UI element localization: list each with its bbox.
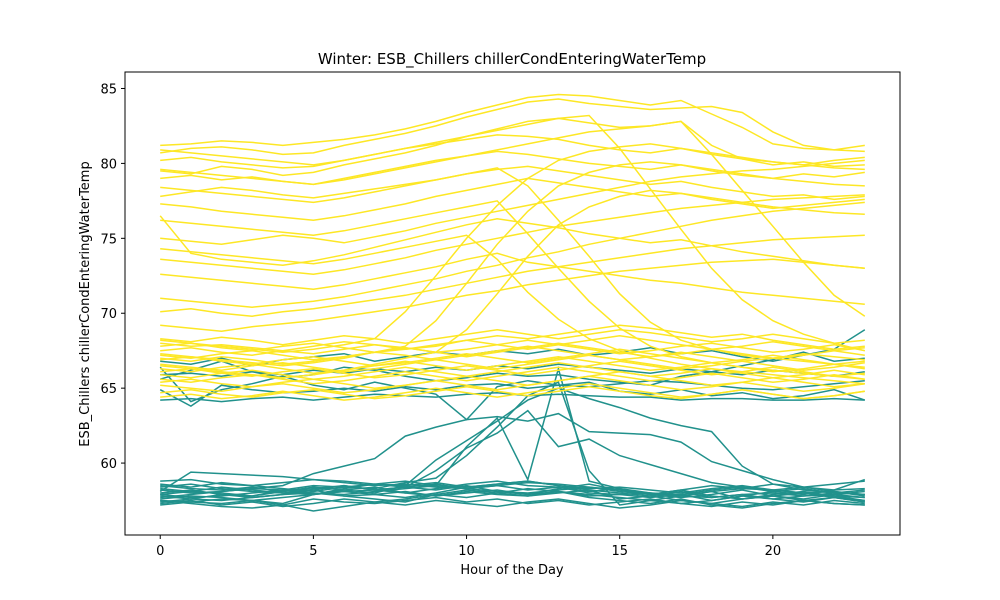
chart-title: Winter: ESB_Chillers chillerCondEntering…	[318, 50, 706, 69]
series-line-28	[160, 134, 865, 169]
series-line-11	[160, 387, 865, 497]
series-line-17	[160, 498, 865, 509]
series-line-25	[160, 93, 865, 151]
series-line-12	[160, 412, 865, 499]
y-tick-label: 80	[100, 157, 117, 172]
series-line-32	[159, 215, 865, 270]
plot-area-frame	[124, 71, 901, 536]
series-line-57	[160, 370, 865, 389]
series-line-58	[160, 342, 865, 361]
series-line-51	[160, 360, 865, 379]
y-tick-label: 85	[100, 82, 117, 97]
series-line-40	[160, 114, 865, 352]
x-tick-label: 5	[309, 544, 317, 559]
series-line-41	[160, 167, 865, 368]
series-line-52	[160, 366, 865, 385]
series-line-35	[160, 252, 865, 305]
y-tick-label: 70	[100, 307, 117, 322]
series-line-46	[160, 189, 865, 379]
series-line-45	[160, 161, 865, 367]
series-line-9	[160, 487, 865, 505]
y-tick-label: 65	[100, 382, 117, 397]
series-line-3	[160, 496, 865, 508]
y-tick-label: 75	[100, 232, 117, 247]
x-tick-label: 10	[458, 544, 475, 559]
series-line-47	[160, 324, 865, 352]
series-line-60	[160, 361, 865, 380]
x-tick-label: 20	[765, 544, 782, 559]
series-line-18	[160, 478, 866, 496]
series-line-30	[160, 165, 865, 201]
series-line-62	[160, 382, 865, 401]
series-line-44	[160, 143, 865, 353]
series-line-34	[160, 194, 865, 276]
y-tick-label: 60	[100, 457, 117, 472]
series-line-16	[160, 480, 865, 502]
series-lines	[159, 93, 866, 512]
x-axis-label: Hour of the Day	[460, 563, 564, 578]
x-tick-label: 15	[611, 544, 628, 559]
series-line-50	[160, 354, 865, 373]
series-line-26	[160, 98, 865, 156]
series-line-39	[160, 120, 866, 317]
series-line-33	[160, 159, 865, 246]
x-tick-label: 0	[156, 544, 164, 559]
series-line-31	[160, 177, 865, 222]
series-line-59	[160, 348, 865, 367]
series-line-38	[160, 258, 865, 332]
series-line-36	[160, 201, 865, 308]
series-line-55	[160, 334, 865, 353]
axis-ticks: 0 5 10 15 20 60 65 70 75 80 85	[100, 82, 781, 559]
series-line-15	[160, 365, 865, 502]
series-line-56	[160, 355, 865, 374]
series-line-48	[160, 339, 865, 356]
y-axis-label: ESB_Chillers chillerCondEnteringWaterTem…	[78, 161, 93, 446]
series-line-53	[160, 375, 865, 394]
series-line-61	[160, 328, 865, 346]
